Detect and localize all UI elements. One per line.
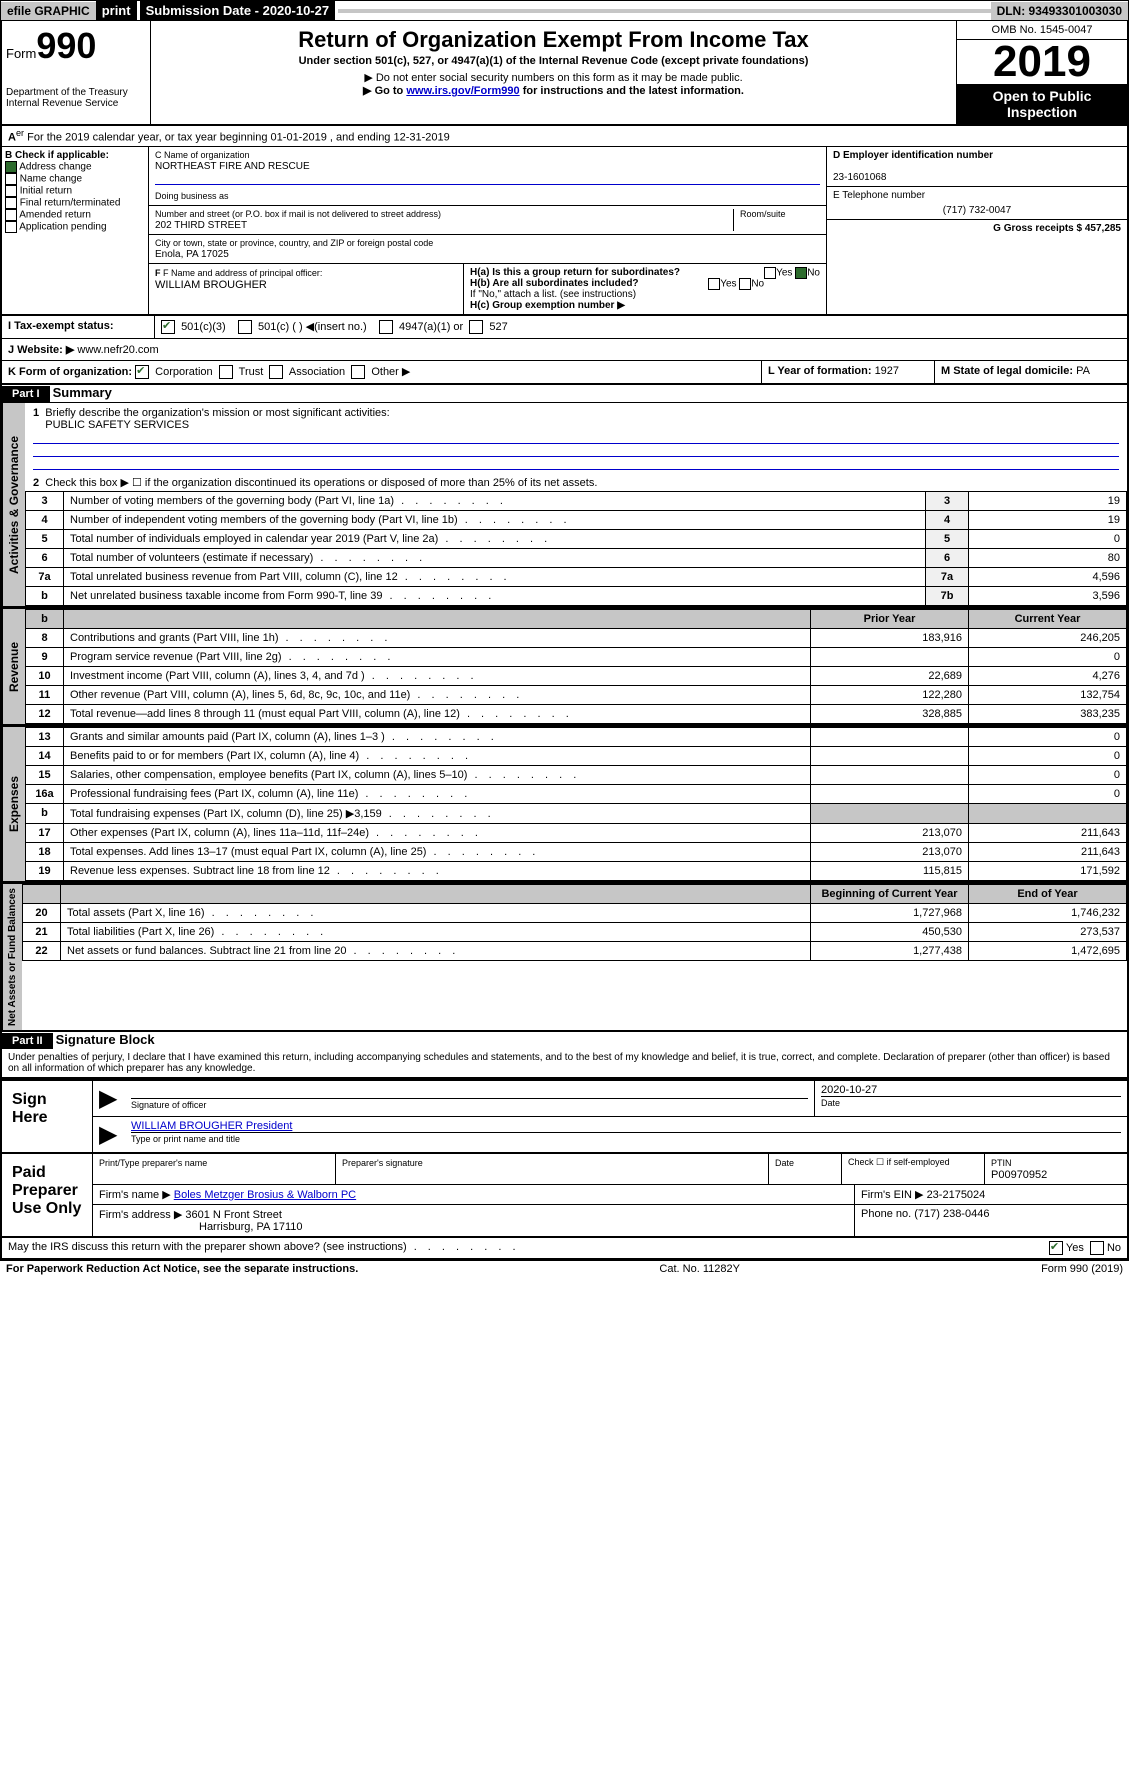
print-button[interactable]: print <box>96 1 140 20</box>
form-header: Form990 Department of the Treasury Inter… <box>0 21 1129 126</box>
officer-name: WILLIAM BROUGHER President <box>131 1120 292 1132</box>
row-j: J Website: ▶ www.nefr20.com <box>0 339 1129 361</box>
gross-receipts: G Gross receipts $ 457,285 <box>993 223 1121 234</box>
form-number: Form990 <box>6 25 146 67</box>
mission: PUBLIC SAFETY SERVICES <box>45 419 189 431</box>
expenses-section: Expenses 13Grants and similar amounts pa… <box>0 726 1129 883</box>
top-bar: efile GRAPHIC print Submission Date - 20… <box>0 0 1129 21</box>
org-name: NORTHEAST FIRE AND RESCUE <box>155 161 310 172</box>
principal-officer: WILLIAM BROUGHER <box>155 279 267 291</box>
netassets-section: Net Assets or Fund Balances Beginning of… <box>0 883 1129 1032</box>
irs-label: Internal Revenue Service <box>6 98 146 109</box>
sign-here-block: Sign Here ▶ Signature of officer 2020-10… <box>0 1079 1129 1154</box>
revenue-section: Revenue b Prior YearCurrent Year 8Contri… <box>0 608 1129 726</box>
org-address: 202 THIRD STREET <box>155 220 247 231</box>
tax-year: 2019 <box>957 40 1127 84</box>
instructions-link[interactable]: www.irs.gov/Form990 <box>406 85 519 97</box>
website[interactable]: www.nefr20.com <box>77 344 158 356</box>
org-info: B Check if applicable: Address change Na… <box>0 147 1129 316</box>
part1-header: Part I Summary <box>0 385 1129 402</box>
efile-label: efile GRAPHIC <box>1 2 96 20</box>
declaration: Under penalties of perjury, I declare th… <box>0 1049 1129 1079</box>
org-city: Enola, PA 17025 <box>155 249 229 260</box>
dln: DLN: 93493301003030 <box>991 2 1128 20</box>
tax-period: Aer For the 2019 calendar year, or tax y… <box>0 126 1129 147</box>
discuss-row: May the IRS discuss this return with the… <box>0 1238 1129 1260</box>
note-ssn: ▶ Do not enter social security numbers o… <box>161 71 946 84</box>
open-public: Open to Public Inspection <box>957 84 1127 124</box>
row-k: K Form of organization: Corporation Trus… <box>0 361 1129 385</box>
ein: 23-1601068 <box>833 172 886 183</box>
form-title: Return of Organization Exempt From Incom… <box>161 27 946 53</box>
section-b-checkboxes: B Check if applicable: Address change Na… <box>2 147 149 314</box>
paid-preparer-block: Paid Preparer Use Only Print/Type prepar… <box>0 1154 1129 1238</box>
subtitle: Under section 501(c), 527, or 4947(a)(1)… <box>161 55 946 67</box>
note-goto: ▶ Go to www.irs.gov/Form990 for instruct… <box>161 84 946 97</box>
footer: For Paperwork Reduction Act Notice, see … <box>0 1260 1129 1277</box>
activities-governance: Activities & Governance 1 Briefly descri… <box>0 402 1129 608</box>
row-i: I Tax-exempt status: 501(c)(3) 501(c) ( … <box>0 316 1129 339</box>
submission-date: Submission Date - 2020-10-27 <box>140 1 339 20</box>
part2-header: Part II Signature Block <box>0 1032 1129 1049</box>
dept-treasury: Department of the Treasury <box>6 87 146 98</box>
section-h: H(a) Is this a group return for subordin… <box>463 264 826 314</box>
phone: (717) 732-0047 <box>833 205 1121 216</box>
